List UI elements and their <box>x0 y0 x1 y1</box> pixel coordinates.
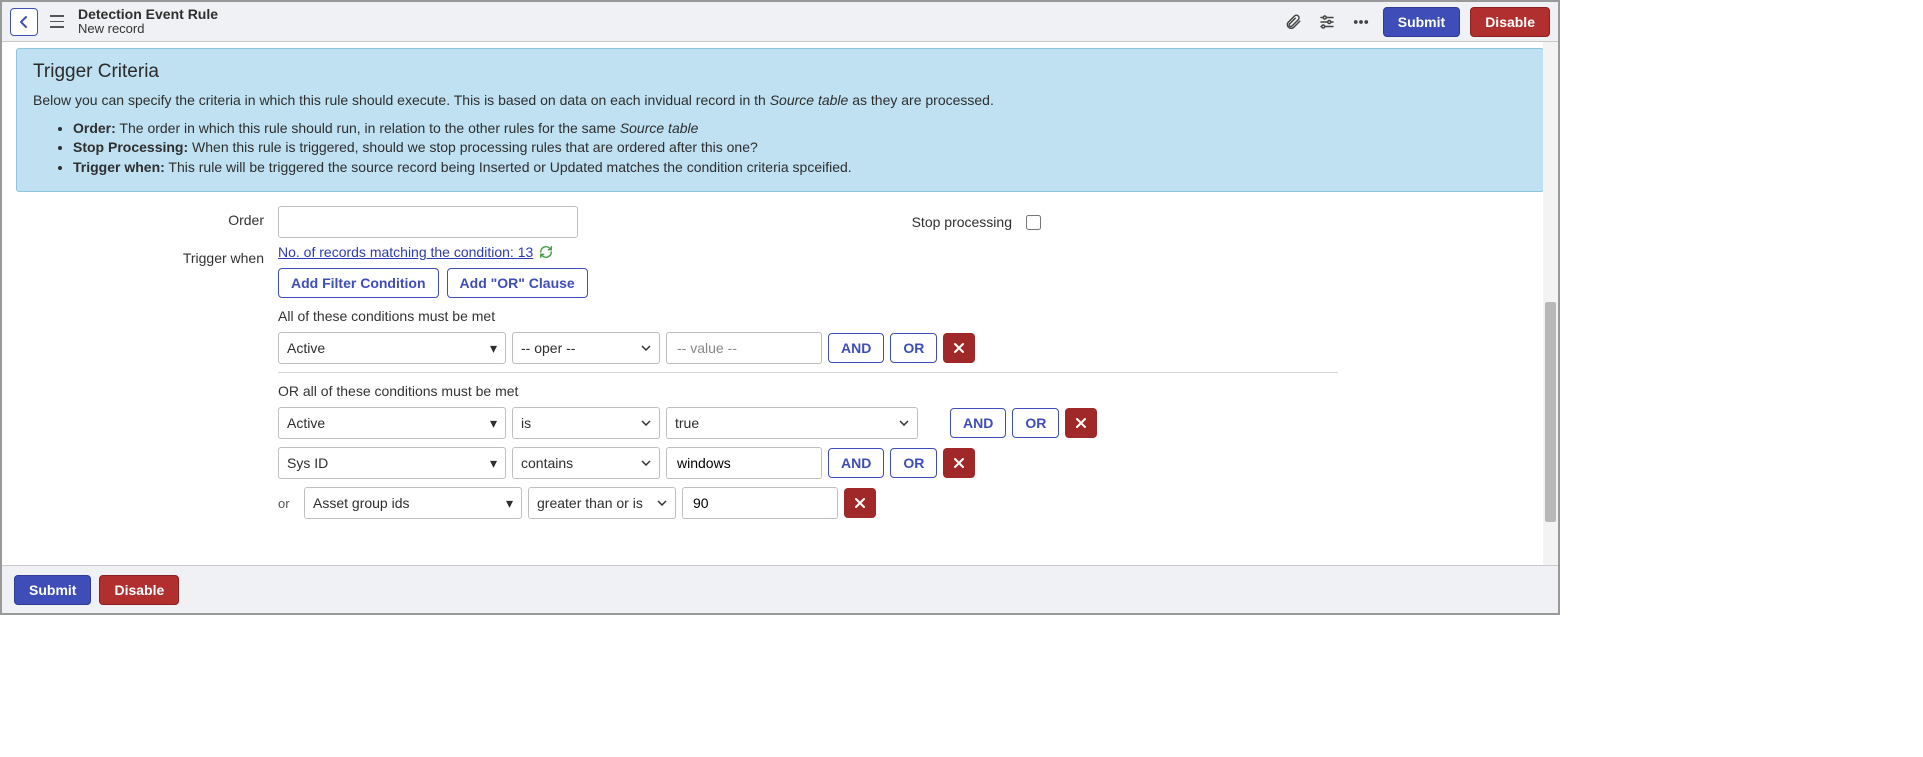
or-button[interactable]: OR <box>1012 408 1059 438</box>
operator-select[interactable]: is <box>512 407 660 439</box>
close-icon <box>854 497 866 509</box>
and-button[interactable]: AND <box>950 408 1006 438</box>
caret-down-icon: ▾ <box>490 415 497 432</box>
form-header: Detection Event Rule New record Submit D… <box>2 2 1558 42</box>
delete-condition-button[interactable] <box>844 488 876 518</box>
add-filter-condition-button[interactable]: Add Filter Condition <box>278 268 439 298</box>
value-input[interactable] <box>666 332 822 364</box>
settings-sliders-icon[interactable] <box>1315 10 1339 34</box>
chevron-down-icon <box>899 415 909 431</box>
field-select[interactable]: Active ▾ <box>278 407 506 439</box>
chevron-down-icon <box>641 340 651 356</box>
attachment-icon[interactable] <box>1281 10 1305 34</box>
operator-select[interactable]: -- oper -- <box>512 332 660 364</box>
stop-processing-checkbox[interactable] <box>1026 215 1041 230</box>
value-input[interactable] <box>682 487 838 519</box>
close-icon <box>953 457 965 469</box>
close-icon <box>1075 417 1087 429</box>
info-bullet-trigger: Trigger when: This rule will be triggere… <box>73 158 1527 178</box>
add-or-clause-button[interactable]: Add "OR" Clause <box>447 268 588 298</box>
chevron-down-icon <box>641 455 651 471</box>
or-all-conditions-heading: OR all of these conditions must be met <box>278 383 1338 399</box>
all-conditions-heading: All of these conditions must be met <box>278 308 1338 324</box>
close-icon <box>953 342 965 354</box>
footer-disable-button[interactable]: Disable <box>99 575 179 605</box>
operator-select[interactable]: greater than or is <box>528 487 676 519</box>
info-intro: Below you can specify the criteria in wh… <box>33 91 1527 111</box>
more-actions-icon[interactable] <box>1349 10 1373 34</box>
field-select[interactable]: Active ▾ <box>278 332 506 364</box>
value-input[interactable] <box>666 447 822 479</box>
scrollbar-thumb[interactable] <box>1545 302 1556 522</box>
caret-down-icon: ▾ <box>490 455 497 472</box>
caret-down-icon: ▾ <box>490 340 497 357</box>
delete-condition-button[interactable] <box>1065 408 1097 438</box>
and-button[interactable]: AND <box>828 333 884 363</box>
section-divider <box>278 372 1338 373</box>
page-title: Detection Event Rule <box>78 6 1281 22</box>
info-bullet-order: Order: The order in which this rule shou… <box>73 119 1527 139</box>
or-prefix-label: or <box>278 496 298 511</box>
disable-button[interactable]: Disable <box>1470 7 1550 37</box>
chevron-left-icon <box>18 15 30 29</box>
form-content: Trigger Criteria Below you can specify t… <box>2 42 1558 565</box>
trigger-criteria-info-panel: Trigger Criteria Below you can specify t… <box>16 48 1544 192</box>
and-button[interactable]: AND <box>828 448 884 478</box>
or-button[interactable]: OR <box>890 448 937 478</box>
condition-row: or Asset group ids ▾ greater than or is <box>278 487 1338 519</box>
stop-processing-label: Stop processing <box>912 214 1012 230</box>
delete-condition-button[interactable] <box>943 448 975 478</box>
info-heading: Trigger Criteria <box>33 61 1527 83</box>
submit-button[interactable]: Submit <box>1383 7 1460 37</box>
operator-select[interactable]: contains <box>512 447 660 479</box>
order-input[interactable] <box>278 206 578 238</box>
drag-handle-icon[interactable] <box>46 11 68 32</box>
page-subtitle: New record <box>78 22 1281 37</box>
condition-row: Sys ID ▾ contains AND OR <box>278 447 1338 479</box>
caret-down-icon: ▾ <box>506 495 513 512</box>
chevron-down-icon <box>657 495 667 511</box>
trigger-when-label: Trigger when <box>16 244 278 527</box>
delete-condition-button[interactable] <box>943 333 975 363</box>
or-button[interactable]: OR <box>890 333 937 363</box>
matching-records-link[interactable]: No. of records matching the condition: 1… <box>278 244 533 260</box>
value-select[interactable]: true <box>666 407 918 439</box>
info-bullet-list: Order: The order in which this rule shou… <box>33 119 1527 178</box>
field-select[interactable]: Asset group ids ▾ <box>304 487 522 519</box>
order-label: Order <box>16 206 278 228</box>
condition-row: Active ▾ -- oper -- AND OR <box>278 332 1338 364</box>
form-footer: Submit Disable <box>2 565 1558 613</box>
condition-row: Active ▾ is true AND OR <box>278 407 1338 439</box>
vertical-scrollbar[interactable] <box>1543 42 1558 565</box>
footer-submit-button[interactable]: Submit <box>14 575 91 605</box>
field-select[interactable]: Sys ID ▾ <box>278 447 506 479</box>
info-bullet-stop: Stop Processing: When this rule is trigg… <box>73 138 1527 158</box>
back-button[interactable] <box>10 8 38 36</box>
chevron-down-icon <box>641 415 651 431</box>
header-title-block: Detection Event Rule New record <box>78 6 1281 37</box>
refresh-icon[interactable] <box>539 245 553 262</box>
